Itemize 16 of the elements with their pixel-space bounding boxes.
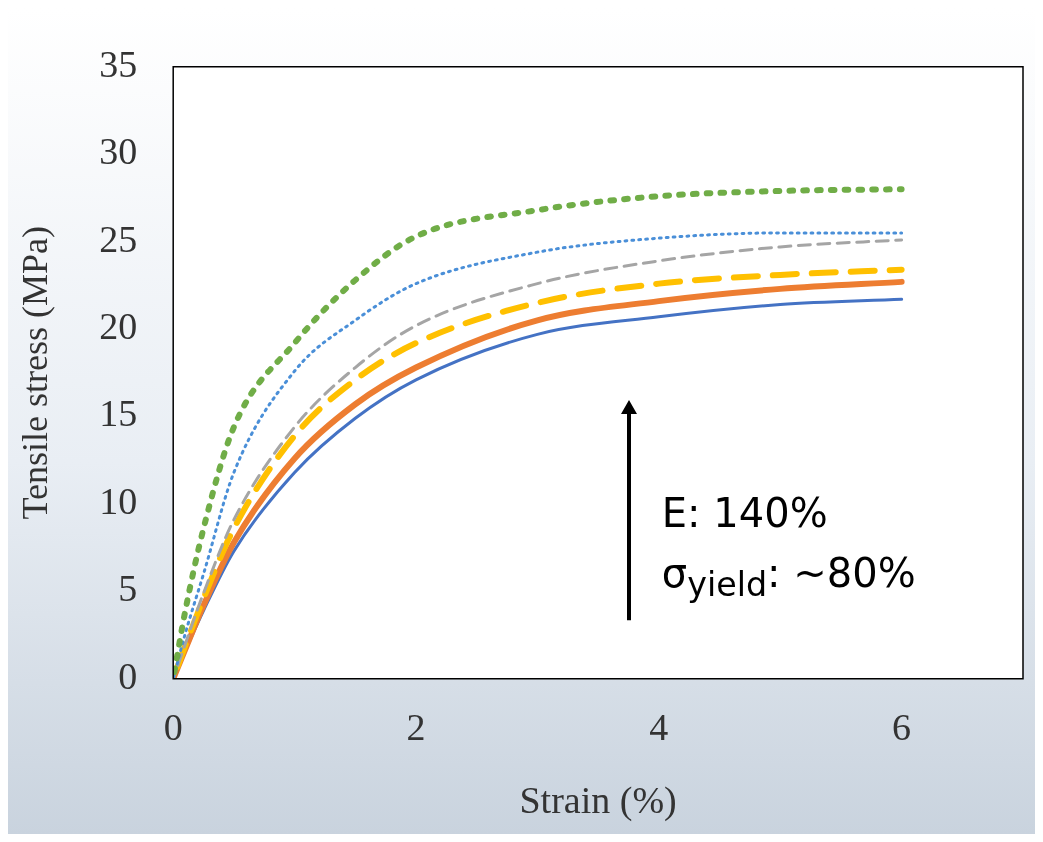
y-tick-label: 35: [99, 42, 138, 85]
y-tick-label: 0: [118, 654, 138, 697]
y-tick-label: 5: [118, 567, 138, 610]
y-tick-label: 20: [99, 305, 138, 348]
x-tick-label: 0: [163, 705, 183, 748]
x-tick-label: 4: [649, 705, 669, 748]
y-tick-label: 30: [99, 130, 138, 173]
x-tick-label: 6: [892, 705, 912, 748]
y-tick-label: 15: [99, 392, 138, 435]
y-tick-label: 25: [99, 217, 138, 260]
y-axis-title: Tensile stress (MPa): [15, 226, 56, 520]
annotation: E: 140%: [661, 488, 829, 538]
y-tick-label: 10: [99, 479, 138, 522]
annotation: σ$_{yield}$: ~80%: [661, 548, 916, 606]
x-axis-title: Strain (%): [519, 779, 677, 823]
x-tick-label: 2: [406, 705, 426, 748]
